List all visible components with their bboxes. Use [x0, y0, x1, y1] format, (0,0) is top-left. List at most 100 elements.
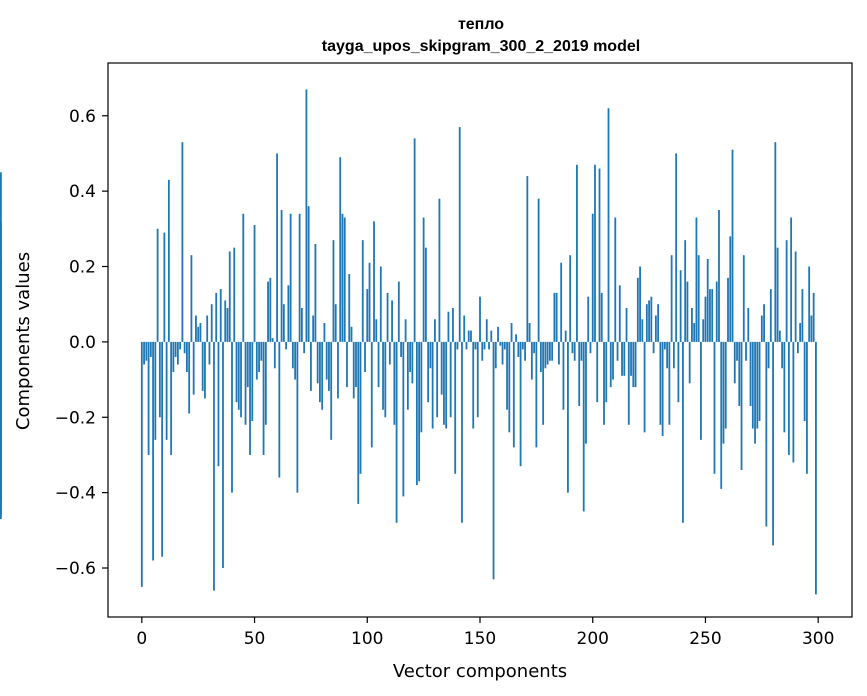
bar: [555, 292, 558, 342]
bar: [370, 341, 373, 448]
bar: [325, 341, 328, 380]
bar: [240, 341, 242, 418]
bar: [763, 304, 765, 342]
bar: [614, 217, 617, 342]
bar: [711, 289, 714, 342]
bar: [740, 341, 743, 471]
bar: [262, 341, 265, 455]
bar: [321, 341, 324, 410]
bar: [641, 319, 644, 342]
bar: [578, 341, 581, 406]
bar: [742, 255, 745, 342]
bar: [368, 262, 371, 342]
bar: [418, 341, 421, 482]
chart-title: тепло: [458, 16, 504, 33]
bar: [271, 338, 274, 342]
bar: [736, 341, 738, 361]
bar: [794, 251, 797, 342]
bar: [679, 270, 682, 342]
bar: [501, 341, 504, 365]
bar: [154, 341, 157, 440]
bar: [350, 326, 353, 342]
bar: [519, 341, 522, 467]
bar: [526, 176, 529, 342]
bar: [580, 341, 583, 361]
bar: [316, 341, 319, 384]
bar: [630, 341, 632, 376]
bar: [179, 341, 182, 350]
x-tick-label: 150: [464, 629, 496, 649]
bar: [709, 289, 711, 342]
bar: [476, 341, 479, 418]
bar: [639, 266, 641, 342]
bar: [377, 341, 380, 388]
bar: [530, 341, 533, 380]
bar: [494, 341, 497, 369]
bar: [695, 217, 698, 342]
bar: [731, 149, 734, 342]
bar: [199, 323, 202, 342]
bar: [269, 277, 272, 342]
bar: [427, 341, 430, 403]
bar: [677, 341, 680, 403]
bar: [663, 341, 666, 350]
bar: [149, 341, 152, 357]
bar: [492, 341, 495, 580]
bar: [431, 341, 434, 429]
bar: [490, 330, 493, 342]
y-tick-label: 0.2: [69, 258, 96, 278]
bar: [228, 251, 231, 342]
bar: [806, 341, 808, 474]
bar: [163, 232, 166, 342]
bar: [289, 213, 292, 342]
bar: [386, 292, 389, 342]
bar: [332, 240, 335, 342]
bar: [810, 315, 813, 342]
bar: [621, 341, 623, 376]
bar: [616, 341, 619, 361]
bar: [756, 341, 759, 429]
bar: [267, 281, 269, 342]
bar: [242, 213, 245, 342]
bar: [704, 296, 707, 342]
bar: [790, 217, 793, 342]
bar: [174, 341, 177, 357]
bar: [192, 341, 195, 395]
bar: [589, 341, 592, 354]
bar: [571, 341, 574, 354]
bar: [657, 304, 660, 342]
bar: [659, 341, 662, 425]
bar: [713, 341, 716, 474]
bar: [452, 307, 454, 342]
bar: [539, 341, 542, 373]
bar: [769, 289, 772, 342]
bar: [682, 341, 684, 523]
bar: [422, 217, 425, 342]
bar: [754, 341, 756, 444]
bar: [668, 341, 671, 425]
bar: [440, 341, 443, 395]
bar: [467, 330, 470, 342]
bar: [612, 341, 614, 380]
bar: [645, 304, 648, 342]
y-tick-label: 0.0: [69, 333, 96, 353]
bar: [634, 341, 637, 388]
y-tick-label: −0.2: [55, 408, 96, 428]
bar: [632, 341, 635, 388]
x-tick-label: 100: [351, 629, 383, 649]
bar: [551, 341, 554, 361]
bar: [357, 341, 360, 504]
bar: [528, 323, 531, 342]
bar: [815, 341, 817, 595]
bar: [785, 240, 788, 342]
bar: [388, 341, 391, 365]
bar: [758, 341, 761, 422]
bar: [567, 341, 569, 493]
bar: [260, 341, 263, 361]
bar: [458, 127, 461, 342]
bar: [485, 319, 488, 342]
bar: [330, 341, 333, 440]
bar: [776, 247, 779, 342]
bar: [391, 300, 393, 342]
bar: [661, 341, 664, 437]
